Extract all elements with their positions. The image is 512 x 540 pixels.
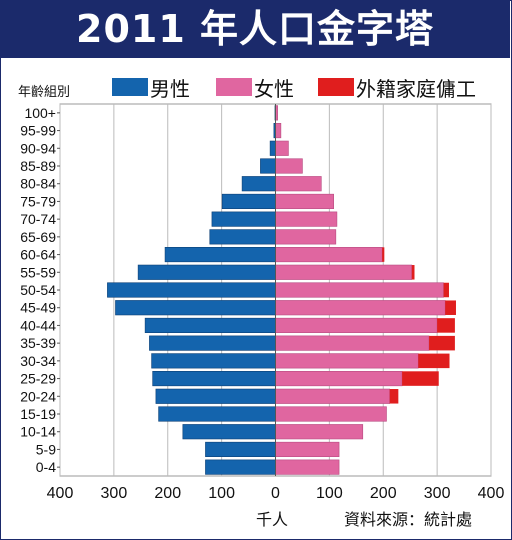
legend-label-fdh: 外籍家庭傭工: [356, 77, 476, 101]
bar-female: [275, 371, 403, 387]
bar-male: [260, 158, 276, 174]
chart-title: 2011 年人口金字塔: [76, 7, 434, 51]
bar-male: [155, 388, 276, 404]
legend-swatch-fdh: [318, 78, 354, 96]
legend-swatch-female: [216, 78, 252, 96]
age-group-label: 5-9: [36, 441, 56, 457]
x-tick-label: 400: [47, 485, 74, 502]
age-group-label: 95-99: [20, 123, 56, 139]
bar-female: [275, 176, 322, 192]
bar-female: [275, 229, 337, 245]
bar-male: [158, 406, 276, 422]
age-group-label: 50-54: [20, 282, 56, 298]
bar-female: [275, 406, 387, 422]
title-bar: [0, 0, 510, 58]
bar-female: [275, 353, 419, 369]
age-group-label: 45-49: [20, 300, 56, 316]
age-group-label: 70-74: [20, 211, 56, 227]
bar-fdh: [445, 300, 456, 315]
bar-fdh: [437, 318, 455, 333]
bar-male: [137, 264, 276, 280]
age-group-label: 30-34: [20, 353, 56, 369]
x-tick-label: 300: [424, 485, 451, 502]
bar-female: [275, 317, 438, 333]
age-group-label: 65-69: [20, 229, 56, 245]
age-group-label: 55-59: [20, 264, 56, 280]
source-note: 資料來源：統計處: [344, 510, 473, 529]
bar-female: [275, 459, 340, 475]
bar-male: [152, 371, 276, 387]
bar-fdh: [418, 353, 450, 369]
bar-female: [275, 264, 413, 280]
x-tick-label: 200: [154, 485, 181, 502]
age-group-header: 年齡組別: [18, 85, 71, 100]
bar-female: [275, 211, 338, 227]
age-group-label: 60-64: [20, 247, 56, 263]
bar-female: [275, 158, 303, 174]
bar-male: [221, 193, 276, 209]
bar-male: [205, 441, 276, 457]
bar-male: [164, 247, 276, 263]
age-group-label: 15-19: [20, 406, 56, 422]
x-tick-label: 300: [101, 485, 128, 502]
age-group-label: 40-44: [20, 317, 56, 333]
x-axis-unit: 千人: [256, 510, 289, 529]
bar-male: [149, 335, 276, 351]
x-tick-label: 0: [271, 485, 280, 502]
age-group-label: 25-29: [20, 371, 56, 387]
bar-male: [151, 353, 276, 369]
age-group-label: 80-84: [20, 176, 56, 192]
bar-female: [275, 424, 364, 440]
bar-female: [275, 335, 430, 351]
bar-female: [275, 247, 383, 263]
x-tick-label: 200: [370, 485, 397, 502]
bar-female: [275, 123, 282, 139]
bar-female: [275, 193, 334, 209]
bar-male: [115, 300, 276, 316]
age-group-label: 10-14: [20, 424, 56, 440]
bar-male: [211, 211, 276, 227]
age-group-label: 20-24: [20, 388, 56, 404]
bar-male: [144, 317, 276, 333]
age-group-label: 0-4: [36, 459, 56, 475]
bar-female: [275, 300, 446, 316]
bar-male: [269, 140, 276, 156]
x-tick-label: 100: [316, 485, 343, 502]
bar-male: [107, 282, 276, 298]
bar-male: [182, 424, 276, 440]
bar-male: [241, 176, 276, 192]
age-group-label: 75-79: [20, 193, 56, 209]
legend-swatch-male: [112, 78, 148, 96]
bar-female: [275, 140, 289, 156]
bar-male: [209, 229, 276, 245]
x-tick-label: 400: [478, 485, 505, 502]
bar-female: [275, 282, 444, 298]
age-group-label: 100+: [24, 105, 56, 121]
age-group-label: 90-94: [20, 140, 56, 156]
bar-fdh: [411, 265, 415, 280]
bar-female: [275, 441, 340, 457]
bar-male: [205, 459, 276, 475]
age-group-label: 85-89: [20, 158, 56, 174]
age-group-label: 35-39: [20, 335, 56, 351]
bar-fdh: [402, 371, 439, 386]
bar-fdh: [389, 389, 399, 404]
bar-fdh: [443, 282, 449, 298]
legend-label-female: 女性: [254, 77, 294, 101]
bar-fdh: [429, 335, 455, 351]
x-tick-label: 100: [208, 485, 235, 502]
legend-label-male: 男性: [150, 77, 190, 101]
bar-female: [275, 388, 391, 404]
bar-fdh: [382, 247, 385, 262]
